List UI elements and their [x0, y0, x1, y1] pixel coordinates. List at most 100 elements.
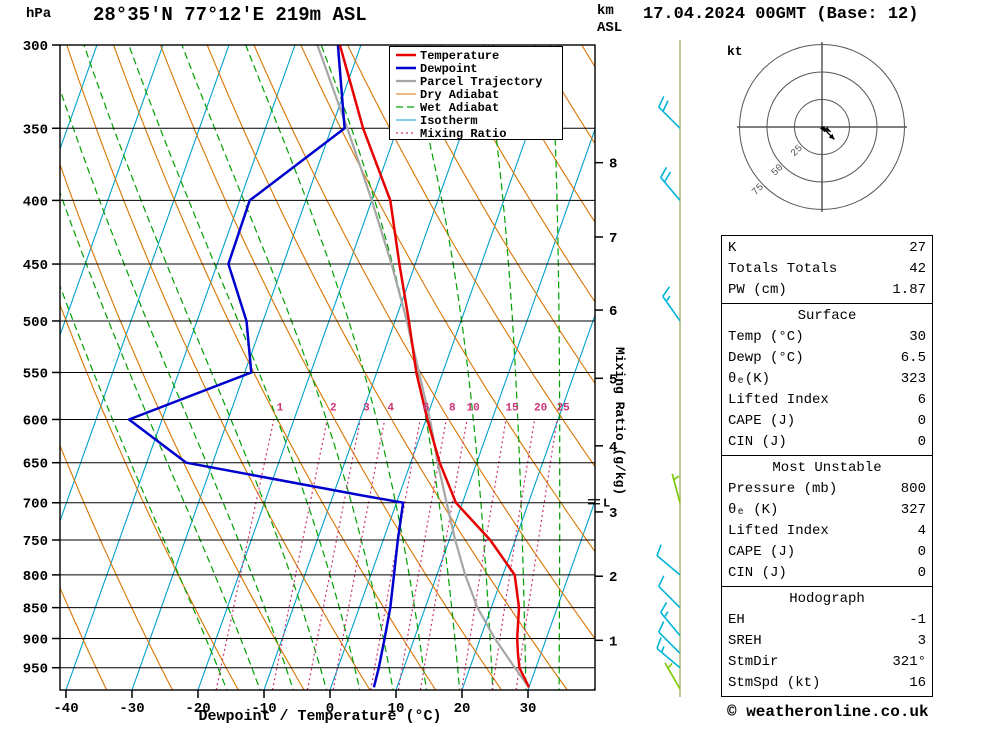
pressure-tick-label: 950: [23, 662, 48, 678]
wet-adiabat-line: [60, 190, 261, 690]
wet-adiabats: [60, 45, 561, 690]
km-tick-label: 5: [609, 372, 617, 388]
stat-label: StmDir: [728, 654, 779, 670]
stat-value: 0: [917, 434, 926, 450]
isotherm-line: [60, 45, 98, 151]
table-row: Totals Totals 42: [728, 259, 926, 280]
mixing-ratio-value-label: 4: [387, 402, 394, 414]
hodograph-ring: [739, 44, 905, 210]
mixing-ratio-value-label: 10: [467, 402, 480, 414]
hodograph-ring-label: 25: [789, 143, 805, 159]
pressure-tick-label: 700: [23, 497, 48, 513]
table-row: Lifted Index 6: [728, 390, 926, 411]
temperature-tick-label: 10: [388, 701, 405, 717]
km-tick-label: 7: [609, 231, 617, 247]
table-row: PW (cm) 1.87: [728, 280, 926, 301]
mixing-ratio-line: [419, 419, 468, 690]
table-row: Pressure (mb) 800: [728, 479, 926, 500]
isotherm-line: [263, 45, 494, 690]
hodograph-ring: [766, 71, 878, 183]
stat-value: 321°: [892, 654, 926, 670]
pressure-axis-labels: 300 350 400 450 500 550 600 650 700 750 800 850 900 9…: [23, 39, 60, 678]
mixing-ratio-line: [370, 419, 421, 690]
stat-value: 6: [917, 392, 926, 408]
table-row: SREH 3: [728, 631, 926, 652]
table-row: Lifted Index 4: [728, 521, 926, 542]
table-row: K 27: [728, 238, 926, 259]
wet-adiabat-line: [181, 45, 394, 690]
mixing-ratio-value-label: 25: [557, 402, 571, 414]
legend-label: Dewpoint: [420, 62, 478, 76]
wind-barb-column: [656, 40, 681, 697]
temperature-curve: [338, 45, 531, 688]
plot-border: [59, 44, 596, 691]
pressure-tick-label: 550: [23, 366, 48, 382]
stat-label: Lifted Index: [728, 523, 829, 539]
wind-barb: [656, 637, 681, 669]
datetime-title: 17.04.2024 00GMT (Base: 12): [643, 5, 919, 24]
stat-label: Totals Totals: [728, 261, 838, 277]
mixing-ratio-line: [271, 419, 328, 690]
km-tick-label: 8: [609, 157, 617, 173]
stat-label: EH: [728, 612, 745, 628]
isotherm-line: [65, 45, 296, 690]
dewpoint-curve: [127, 45, 405, 688]
dry-adiabat-line: [487, 45, 595, 224]
isotherm-line: [395, 127, 595, 690]
hodograph-arrowhead: [828, 133, 835, 140]
pressure-tick-label: 900: [23, 633, 48, 649]
dry-adiabat-line: [253, 45, 595, 640]
stat-value: 3: [917, 633, 926, 649]
table-row: θₑ(K) 323: [728, 369, 926, 390]
dry-adiabat-line: [440, 45, 595, 303]
most-unstable-table-title: Most Unstable: [772, 460, 882, 476]
km-tick-label: 1: [609, 634, 617, 650]
hodograph-ring-label: 75: [750, 182, 766, 198]
mixing-ratio-lines: [215, 419, 558, 690]
stat-label: Temp (°C): [728, 329, 804, 345]
stat-value: 0: [917, 565, 926, 581]
altitude-unit-km: km: [597, 3, 614, 19]
temperature-tick-label: -40: [53, 701, 78, 717]
pressure-tick-label: 400: [23, 194, 48, 210]
altitude-unit-asl: ASL: [597, 20, 623, 36]
dry-adiabat-line: [113, 45, 437, 690]
copyright-link[interactable]: © weatheronline.co.uk: [727, 703, 929, 721]
dry-adiabat-line: [300, 45, 595, 553]
stat-label: SREH: [728, 633, 762, 649]
stat-value: 1.87: [892, 282, 926, 298]
isotherm-lines: [60, 45, 595, 690]
temperature-tick-label: 30: [520, 701, 537, 717]
km-tick-label: 3: [609, 506, 617, 522]
wet-adiabat-line: [60, 87, 294, 690]
stat-label: Dewp (°C): [728, 350, 804, 366]
station-title: 28°35'N 77°12'E 219m ASL: [93, 4, 367, 26]
wind-barb: [660, 601, 681, 637]
parcel-trajectory-curve: [316, 45, 530, 688]
altitude-axis-unit: km ASL: [597, 3, 622, 37]
legend-label: Dry Adiabat: [420, 88, 499, 102]
stat-value: 800: [900, 481, 926, 497]
stats-panel: K 27 Totals Totals 42 PW (cm) 1.87 Surface …: [721, 235, 933, 697]
stat-value: 27: [909, 240, 926, 256]
stat-label: CIN (J): [728, 565, 787, 581]
stat-label: θₑ (K): [728, 502, 779, 518]
temperature-tick-label: -30: [119, 701, 144, 717]
stat-value: -1: [909, 612, 926, 628]
pressure-tick-label: 650: [23, 457, 48, 473]
pressure-tick-label: 300: [23, 39, 48, 55]
temperature-tick-label: 0: [326, 701, 334, 717]
stat-label: θₑ(K): [728, 371, 771, 387]
hodograph-table-title: Hodograph: [789, 591, 865, 607]
wind-barb: [662, 286, 681, 322]
stat-value: 323: [900, 371, 926, 387]
km-tick-label: 4: [609, 440, 617, 456]
pressure-tick-label: 800: [23, 569, 48, 585]
wet-adiabat-line: [550, 45, 561, 690]
mixing-ratio-value-label: 20: [534, 402, 547, 414]
temperature-tick-label: -10: [251, 701, 276, 717]
legend-label: Isotherm: [420, 114, 478, 128]
mixing-ratio-value-label: 15: [505, 402, 519, 414]
